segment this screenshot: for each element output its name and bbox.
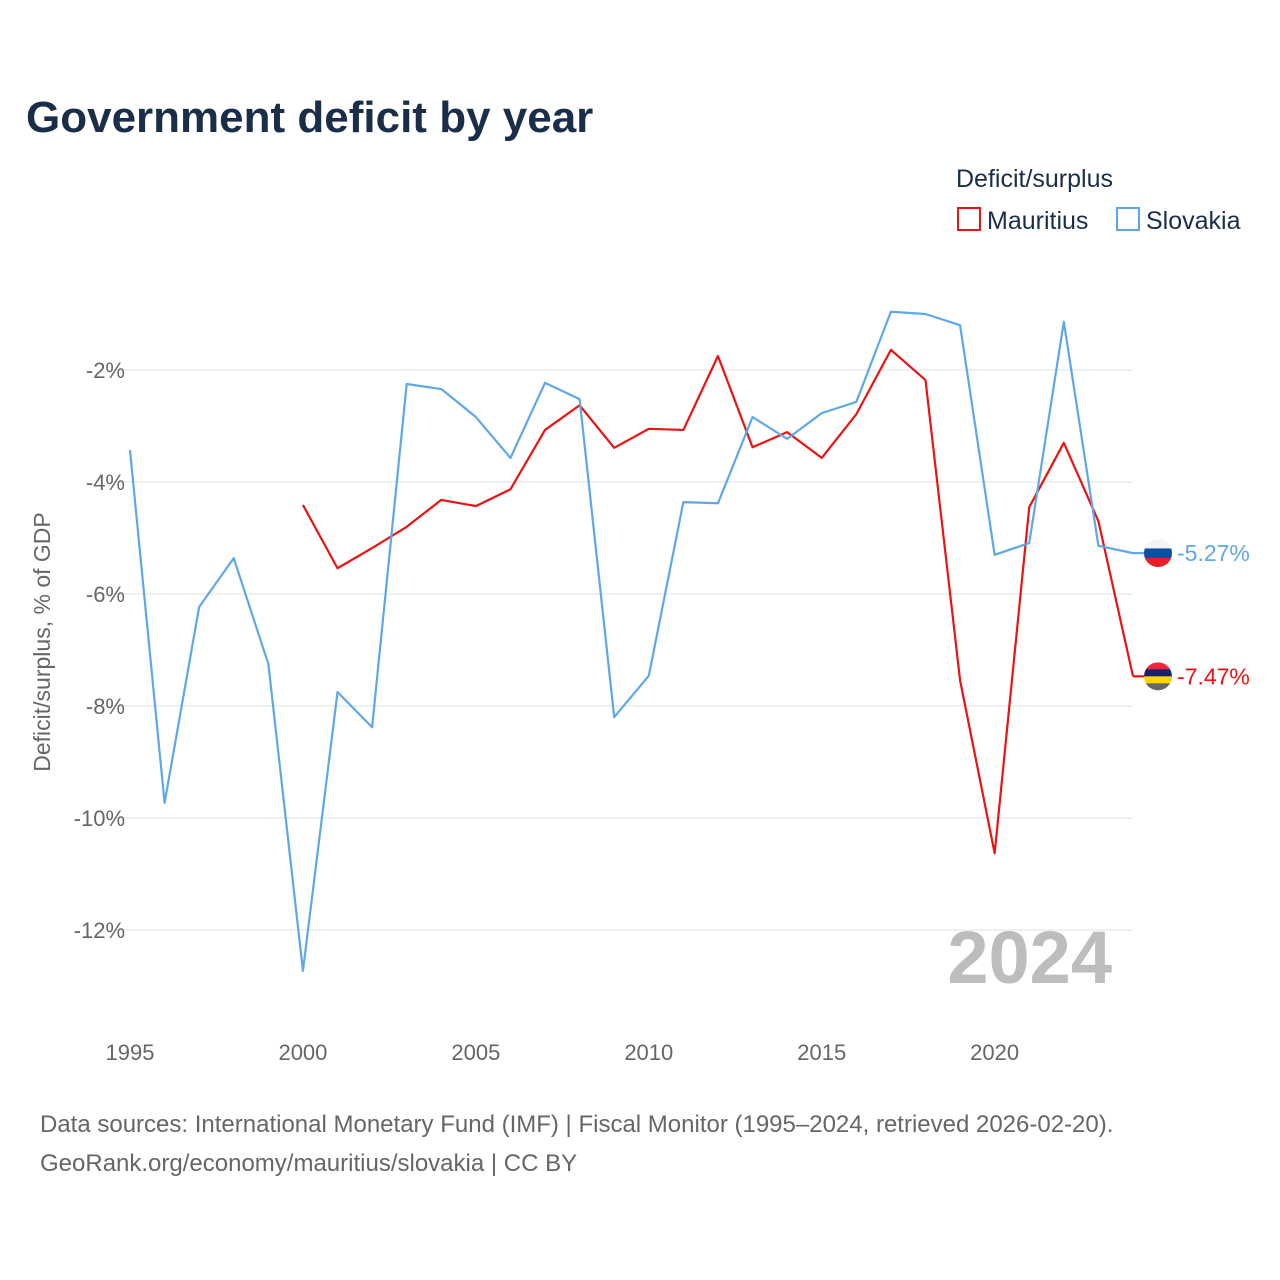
- y-tick-label: -10%: [74, 806, 125, 831]
- flag-slovakia-icon: [1144, 539, 1172, 568]
- end-labels: -7.47% -5.27%: [1133, 539, 1250, 691]
- x-tick-label: 2010: [624, 1040, 673, 1065]
- end-label-mauritius: -7.47%: [1177, 663, 1250, 689]
- legend-label-slovakia[interactable]: Slovakia: [1146, 207, 1241, 235]
- x-axis-ticks: 1995 2000 2005 2010 2015 2020: [106, 1040, 1020, 1065]
- series-lines: [128, 310, 1135, 972]
- y-tick-label: -12%: [74, 918, 125, 943]
- y-tick-label: -2%: [86, 358, 125, 383]
- legend-swatch-slovakia: [1116, 207, 1140, 231]
- y-tick-label: -4%: [86, 470, 125, 495]
- year-watermark: 2024: [947, 916, 1112, 999]
- series-line-mauritius: [301, 348, 1135, 855]
- y-axis-ticks: -2% -4% -6% -8% -10% -12%: [74, 358, 125, 943]
- x-tick-label: 2020: [970, 1040, 1019, 1065]
- source-note: Data sources: International Monetary Fun…: [40, 1111, 1113, 1138]
- flag-mauritius-icon: [1144, 662, 1172, 691]
- x-tick-label: 2005: [451, 1040, 500, 1065]
- chart-title: Government deficit by year: [26, 93, 593, 142]
- y-tick-label: -6%: [86, 582, 125, 607]
- x-tick-label: 2000: [278, 1040, 327, 1065]
- legend-label-mauritius[interactable]: Mauritius: [987, 207, 1088, 235]
- source-link[interactable]: GeoRank.org/economy/mauritius/slovakia |…: [40, 1150, 577, 1177]
- legend-title: Deficit/surplus: [956, 165, 1113, 193]
- x-tick-label: 1995: [106, 1040, 155, 1065]
- y-axis-label: Deficit/surplus, % of GDP: [29, 512, 55, 771]
- end-label-slovakia: -5.27%: [1177, 540, 1250, 566]
- series-line-slovakia: [128, 310, 1134, 972]
- legend-swatch-mauritius: [957, 207, 981, 231]
- legend: Mauritius Slovakia: [957, 207, 1241, 235]
- y-tick-label: -8%: [86, 694, 125, 719]
- x-tick-label: 2015: [797, 1040, 846, 1065]
